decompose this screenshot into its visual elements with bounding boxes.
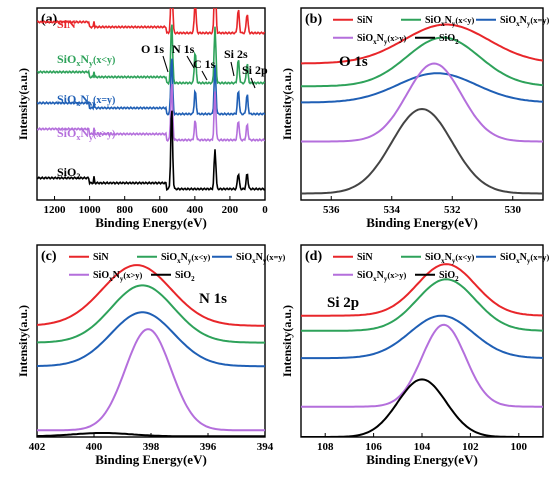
legend: SiN SiOxNy(x<y) SiOxNy(x=y) SiOxNy(x>y) SiO2 (333, 252, 550, 283)
y-axis-label: Intensity(a.u.) (16, 68, 30, 140)
panel-letter: (d) (305, 249, 322, 264)
panel-title: N 1s (199, 291, 227, 307)
legend-label: SiOxNy(x<y) (161, 252, 211, 265)
legend-label: SiOxNy(x>y) (357, 33, 407, 46)
peak-arrow (201, 70, 208, 81)
peak-arrow (250, 77, 256, 89)
legend-label: SiOxNy(x<y) (425, 15, 475, 28)
series-line (37, 24, 265, 86)
legend: SiN SiOxNy(x<y) SiOxNy(x=y) SiOxNy(x>y) SiO2 (69, 252, 286, 283)
series-line (301, 36, 543, 88)
legend-label: SiOxNy(x<y) (425, 252, 475, 265)
x-tick-label: 800 (116, 204, 133, 216)
x-tick-label: 1000 (79, 204, 102, 216)
x-tick-label: 200 (222, 204, 239, 216)
x-tick-label: 532 (444, 204, 461, 216)
x-axis-label: Binding Energy(eV) (95, 452, 207, 467)
peak-arrow (230, 61, 235, 77)
legend-label: SiN (357, 15, 373, 26)
peak-label: Si 2s (224, 47, 248, 61)
series-line (301, 72, 543, 104)
x-tick-label: 106 (365, 441, 382, 453)
peak-label: C 1s (193, 57, 216, 71)
series-line (37, 83, 265, 142)
x-tick-label: 396 (200, 441, 217, 453)
legend-label: SiN (93, 252, 109, 263)
series-line (37, 58, 265, 117)
series-line (37, 432, 265, 437)
x-tick-label: 398 (143, 441, 160, 453)
series-label: SiOxNy(x>y) (57, 126, 115, 142)
x-tick-label: 102 (462, 441, 479, 453)
x-tick-label: 104 (414, 441, 431, 453)
x-tick-label: 394 (257, 441, 274, 453)
panel-title: Si 2p (327, 295, 359, 311)
series-line (37, 8, 265, 36)
x-axis-label: Binding Energy(eV) (366, 215, 478, 230)
plot-frame (36, 7, 266, 201)
series-label: SiOxNy(x<y) (57, 52, 115, 68)
series-line (301, 378, 543, 437)
series-line (301, 263, 543, 317)
panel-a: Binding Energy(eV) Intensity(a.u.) (a) 1200… (16, 7, 268, 230)
peak-label: Si 2p (242, 63, 268, 77)
x-axis-label: Binding Energy(eV) (95, 215, 207, 230)
x-tick-label: 600 (152, 204, 169, 216)
panel-letter: (c) (41, 249, 57, 264)
series-line (301, 323, 543, 408)
panel-title: O 1s (339, 54, 368, 70)
panel-b: Binding Energy(eV) Intensity(a.u.) (b) 536 5… (280, 7, 550, 230)
panel-d: Binding Energy(eV) Intensity(a.u.) (d) 108 1… (280, 244, 550, 467)
series-line (37, 284, 265, 344)
legend-label: SiO2 (175, 270, 195, 283)
x-tick-label: 402 (29, 441, 46, 453)
series-line (301, 23, 543, 65)
x-tick-label: 400 (86, 441, 103, 453)
x-tick-label: 530 (505, 204, 522, 216)
x-tick-label: 1200 (44, 204, 67, 216)
series-line (301, 62, 543, 143)
series-line (37, 328, 265, 432)
x-tick-label: 100 (511, 441, 528, 453)
legend-label: SiOxNy(x=y) (500, 15, 550, 28)
legend-label: SiOxNy(x>y) (93, 270, 143, 283)
series-line (37, 311, 265, 368)
x-tick-label: 400 (187, 204, 204, 216)
legend-label: SiO2 (439, 33, 459, 46)
peak-label: O 1s (141, 42, 164, 56)
y-axis-label: Intensity(a.u.) (280, 305, 294, 377)
x-axis-label: Binding Energy(eV) (366, 452, 478, 467)
panel-letter: (b) (305, 12, 322, 27)
y-axis-label: Intensity(a.u.) (280, 68, 294, 140)
legend-label: SiO2 (439, 270, 459, 283)
legend-label: SiOxNy(x>y) (357, 270, 407, 283)
series-line (37, 264, 265, 327)
peak-arrow (186, 55, 195, 69)
x-tick-label: 536 (323, 204, 340, 216)
y-axis-label: Intensity(a.u.) (16, 305, 30, 377)
panel-c: Binding Energy(eV) Intensity(a.u.) (c) 402 4… (16, 244, 286, 467)
series-line (301, 314, 543, 360)
legend-label: SiOxNy(x=y) (500, 252, 550, 265)
series-label: SiOxNy(x=y) (57, 92, 115, 108)
x-tick-label: 0 (262, 204, 268, 216)
legend-label: SiOxNy(x=y) (236, 252, 286, 265)
panel-letter: (a) (41, 12, 58, 27)
series-label: SiN (57, 17, 76, 31)
series-line (37, 110, 265, 192)
peak-label: N 1s (172, 42, 195, 56)
x-tick-label: 108 (317, 441, 334, 453)
legend: SiN SiOxNy(x<y) SiOxNy(x=y) SiOxNy(x>y) SiO2 (333, 15, 550, 46)
series-line (301, 278, 543, 332)
legend-label: SiN (357, 252, 373, 263)
series-label: SiO2 (57, 165, 80, 181)
plot-frame (300, 7, 544, 201)
x-tick-label: 534 (384, 204, 401, 216)
series-line (301, 107, 543, 195)
peak-arrow (162, 55, 169, 73)
